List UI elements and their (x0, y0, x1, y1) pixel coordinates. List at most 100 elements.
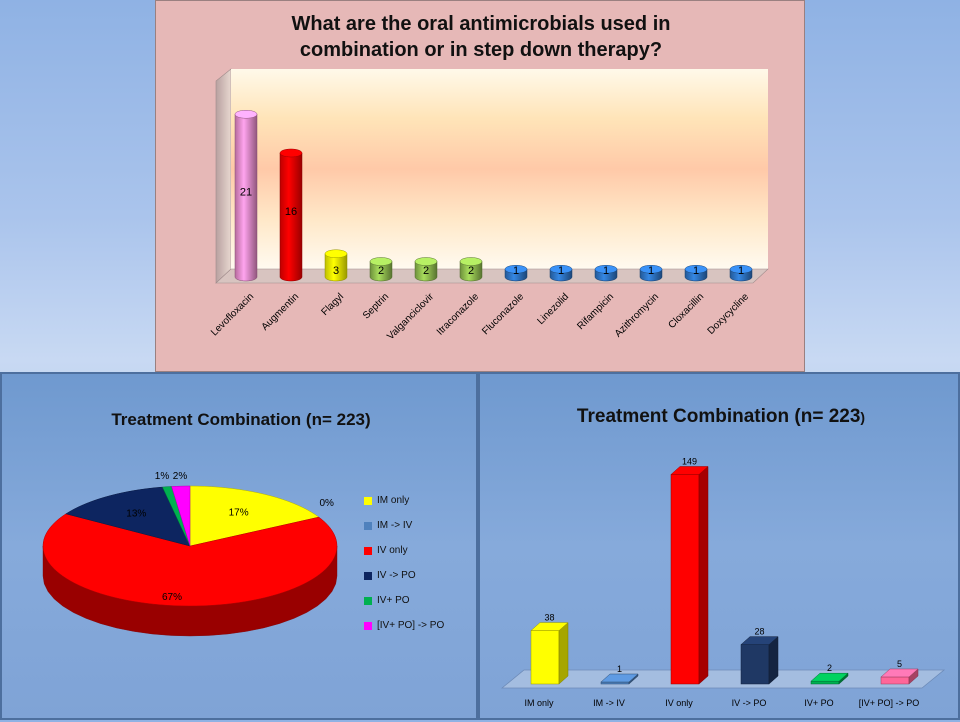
pie-label-im-only: 17% (229, 507, 249, 518)
pie-label-iv-po-po: 2% (173, 471, 188, 482)
x-tick-azithromycin: Azithromycin (613, 291, 661, 339)
data-label-linezolid: 1 (558, 265, 564, 277)
data-label-iv-po-po: 5 (897, 659, 902, 669)
bar-doxycycline: 1 (729, 265, 753, 282)
x-tick-levofloxacin: Levofloxacin (209, 291, 256, 338)
bar-azithromycin: 1 (639, 265, 663, 282)
treatment-bar-title: Treatment Combination (n= 223) (480, 406, 960, 428)
pie-label-im-iv: 0% (319, 498, 334, 509)
bar-levofloxacin-body (234, 114, 258, 282)
x-tick-rifampicin: Rifampicin (575, 291, 616, 332)
data-label-iv-po: 28 (754, 627, 764, 637)
legend-swatch-im-only (364, 496, 372, 505)
legend-item-im-iv: IM -> IV (364, 513, 444, 538)
bar-augmentin: 16 (279, 148, 303, 282)
legend-label-iv-only: IV only (377, 545, 408, 556)
block-iv-po: 2 (810, 663, 849, 685)
data-label-levofloxacin: 21 (240, 187, 252, 199)
pie-slice-im-only (189, 485, 320, 547)
bar-cloxacillin: 1 (684, 265, 708, 282)
antimicrobials-title-line2: combination or in step down therapy? (299, 39, 663, 61)
x-tick-iv-po: IV+ PO (804, 698, 833, 708)
bar-septrin-body (369, 261, 393, 282)
data-label-azithromycin: 1 (648, 265, 654, 277)
x-tick-augmentin: Augmentin (260, 291, 302, 333)
x-tick-septrin: Septrin (361, 291, 391, 321)
legend-label-iv-po: IV+ PO (377, 595, 410, 606)
legend-swatch-im-iv (364, 521, 372, 530)
bar-septrin: 2 (369, 257, 393, 282)
antimicrobials-chart-title: What are the oral antimicrobials used in… (156, 11, 806, 63)
bar-doxycycline-top (729, 265, 753, 274)
legend-swatch-iv-only (364, 546, 372, 555)
treatment-bar-title-paren: ) (860, 409, 866, 425)
treatment-pie-legend: IM only IM -> IV IV only IV -> PO IV+ PO [IV+… (364, 488, 444, 638)
bar-levofloxacin: 21 (234, 110, 258, 282)
block-iv-po-top (810, 672, 849, 682)
bar-valganciclovir-top (414, 257, 438, 266)
x-tick-itraconazole: Itraconazole (435, 291, 482, 338)
block-iv-po-front (810, 680, 840, 685)
bar-septrin-top (369, 257, 393, 266)
data-label-fluconazole: 1 (513, 265, 519, 277)
bar-linezolid-top (549, 265, 573, 274)
data-label-doxycycline: 1 (738, 265, 744, 277)
x-tick-doxycycline: Doxycycline (706, 291, 752, 337)
bar-chart-floor (500, 669, 946, 689)
bar-flagyl-body (324, 253, 348, 282)
x-tick-iv-po-po: [IV+ PO] -> PO (859, 698, 920, 708)
bar-augmentin-body (279, 152, 303, 282)
block-iv-only-front (670, 474, 700, 685)
plot-side-wall (215, 68, 232, 284)
pie-label-iv-only: 67% (162, 592, 182, 603)
x-tick-fluconazole: Fluconazole (480, 291, 526, 337)
block-iv-only: 149 (670, 456, 709, 685)
bar-azithromycin-top (639, 265, 663, 274)
block-im-only-side (558, 622, 569, 685)
bar-linezolid: 1 (549, 265, 573, 282)
bar-augmentin-top (279, 148, 303, 158)
data-label-itraconazole: 2 (468, 265, 474, 277)
data-label-augmentin: 16 (285, 206, 297, 218)
treatment-bar-title-main: Treatment Combination (n= 223 (576, 406, 861, 427)
data-label-septrin: 2 (378, 265, 384, 277)
x-tick-flagyl: Flagyl (319, 291, 346, 318)
antimicrobials-chart-panel: What are the oral antimicrobials used in… (155, 0, 805, 372)
antimicrobials-title-line1: What are the oral antimicrobials used in (291, 13, 671, 35)
bar-flagyl-top (324, 249, 348, 258)
block-iv-only-top (670, 466, 709, 475)
legend-item-iv-po: IV -> PO (364, 563, 444, 588)
block-iv-po-top (740, 636, 779, 645)
pie-label-iv-po: 13% (126, 509, 146, 520)
bar-valganciclovir-body (414, 261, 438, 282)
data-label-iv-only: 149 (682, 456, 697, 466)
treatment-bar-panel: Treatment Combination (n= 223) 38 1 149 28 2… (478, 372, 960, 720)
bar-rifampicin: 1 (594, 265, 618, 282)
legend-swatch-iv-po-po (364, 621, 372, 630)
data-label-iv-po: 2 (827, 663, 832, 673)
bar-cloxacillin-top (684, 265, 708, 274)
block-im-iv-front (600, 681, 630, 685)
bar-levofloxacin-top (234, 110, 258, 119)
treatment-pie-chart: 17% 0% 67% 13% 1% 2% (42, 471, 338, 637)
x-tick-linezolid: Linezolid (535, 291, 571, 327)
bar-itraconazole-body (459, 261, 483, 282)
legend-item-iv-po-po: [IV+ PO] -> PO (364, 613, 444, 638)
block-iv-only-side (698, 465, 709, 685)
x-tick-cloxacillin: Cloxacillin (667, 291, 707, 331)
legend-item-iv-po: IV+ PO (364, 588, 444, 613)
data-label-flagyl: 3 (333, 265, 339, 277)
bar-fluconazole: 1 (504, 265, 528, 282)
data-label-valganciclovir: 2 (423, 265, 429, 277)
bar-valganciclovir: 2 (414, 257, 438, 282)
x-tick-valganciclovir: Valganciclovir (385, 291, 436, 342)
legend-label-iv-po-po: [IV+ PO] -> PO (377, 620, 445, 631)
block-iv-po: 28 (740, 627, 779, 685)
pie-label-iv-po: 1% (155, 471, 170, 482)
legend-label-iv-po: IV -> PO (377, 570, 416, 581)
legend-item-im-only: IM only (364, 488, 444, 513)
bar-rifampicin-top (594, 265, 618, 274)
legend-label-im-iv: IM -> IV (377, 520, 413, 531)
block-iv-po-po: 5 (880, 659, 919, 685)
